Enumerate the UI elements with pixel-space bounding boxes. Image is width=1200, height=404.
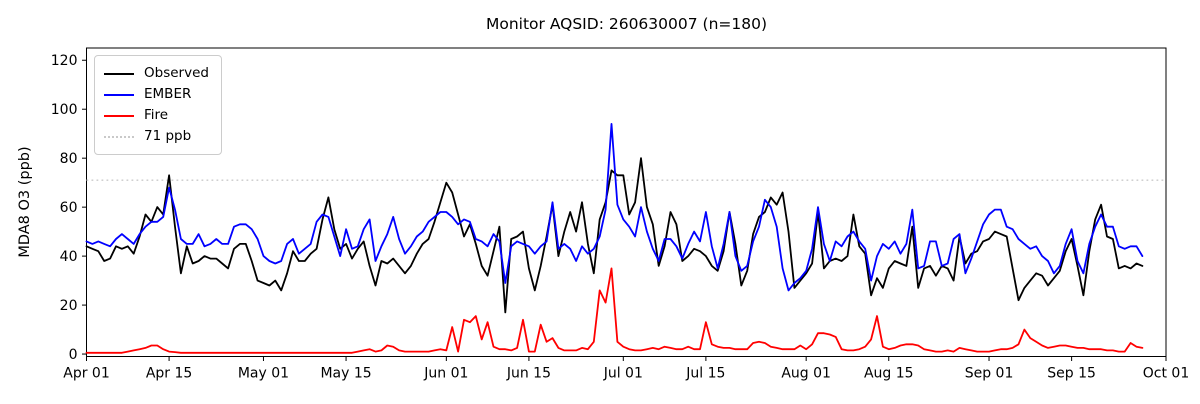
x-tick-label: May 15 — [320, 366, 371, 382]
x-tick-label: Jul 15 — [685, 366, 725, 382]
y-tick-label: 20 — [60, 298, 78, 314]
legend-item-fire: Fire — [104, 105, 209, 126]
y-axis-label: MDA8 O3 (ppb) — [17, 146, 33, 258]
series-fire-line — [85, 267, 1144, 354]
series-observed-line — [85, 157, 1144, 314]
y-tick-label: 0 — [69, 347, 78, 363]
y-tick-label: 80 — [60, 151, 78, 167]
x-tick-label: Jun 15 — [506, 366, 551, 382]
chart-title: Monitor AQSID: 260630007 (n=180) — [485, 15, 768, 33]
legend-label: Fire — [144, 107, 169, 123]
legend: Observed EMBER Fire 71 ppb — [94, 55, 222, 155]
x-tick-label: Oct 01 — [1143, 366, 1189, 382]
x-tick-label: Jul 01 — [603, 366, 643, 382]
series-ember-line — [85, 123, 1144, 292]
legend-item-threshold: 71 ppb — [104, 126, 209, 147]
legend-item-observed: Observed — [104, 63, 209, 84]
legend-label: 71 ppb — [144, 128, 192, 144]
y-tick-label: 100 — [51, 102, 78, 118]
y-tick-label: 60 — [60, 200, 78, 216]
y-tick-label: 120 — [51, 53, 78, 69]
x-tick-label: Apr 15 — [146, 366, 192, 382]
fire-line-sample-icon — [104, 114, 134, 117]
x-tick-label: Aug 01 — [781, 366, 831, 382]
legend-label: Observed — [144, 65, 209, 81]
x-tick-label: Sep 01 — [965, 366, 1014, 382]
legend-item-ember: EMBER — [104, 84, 209, 105]
x-tick-label: Jun 01 — [423, 366, 468, 382]
plot-frame — [86, 47, 1167, 357]
x-tick-label: Sep 15 — [1047, 366, 1096, 382]
x-tick-label: Aug 15 — [864, 366, 914, 382]
y-tick-label: 40 — [60, 249, 78, 265]
threshold-line-sample-icon — [104, 135, 134, 138]
observed-line-sample-icon — [104, 72, 134, 75]
x-tick-label: Apr 01 — [63, 366, 109, 382]
legend-label: EMBER — [144, 86, 192, 102]
x-tick-label: May 01 — [238, 366, 289, 382]
ember-line-sample-icon — [104, 93, 134, 96]
